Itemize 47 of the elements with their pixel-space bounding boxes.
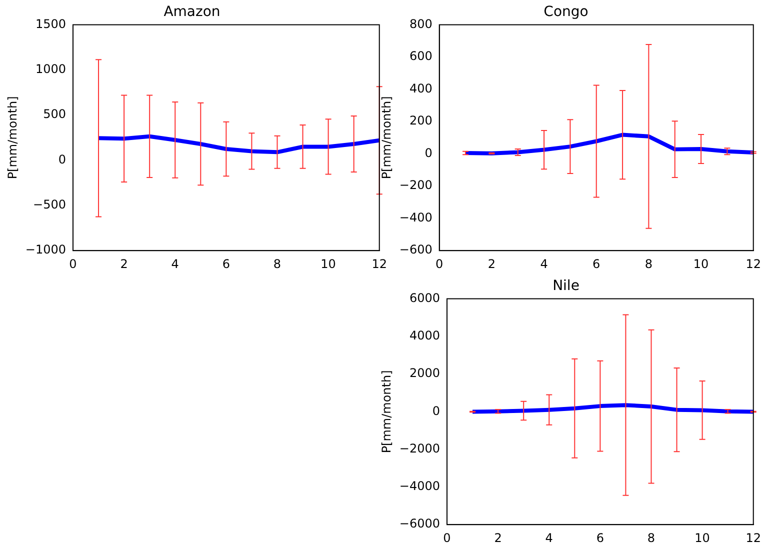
y-tick-label: −1000: [25, 242, 66, 257]
x-tick-label: 10: [694, 530, 710, 545]
y-tick-label: −400: [399, 210, 432, 224]
x-tick-label: 12: [746, 256, 762, 271]
x-tick-label: 10: [320, 256, 336, 271]
y-tick-label: 800: [409, 16, 432, 31]
x-tick-label: 4: [545, 530, 553, 545]
y-tick-label: 600: [409, 49, 432, 64]
x-tick-label: 8: [647, 530, 656, 545]
x-tick-label: 4: [540, 256, 548, 271]
y-tick-label: 2000: [409, 366, 440, 380]
y-tick-label: −600: [399, 242, 432, 257]
y-tick-label: 6000: [409, 290, 440, 305]
y-tick-label: 500: [43, 107, 66, 122]
y-axis-title: P[mm/month]: [379, 96, 394, 180]
x-tick-label: 2: [120, 256, 128, 271]
y-tick-label: 4000: [409, 328, 440, 343]
x-tick-label: 8: [273, 256, 282, 271]
y-tick-label: 1500: [35, 16, 66, 31]
y-axis-title: P[mm/month]: [5, 96, 20, 180]
y-tick-label: 0: [424, 146, 432, 160]
x-tick-label: 4: [171, 256, 179, 271]
x-tick-label: 6: [592, 256, 600, 271]
chart-title: Nile: [552, 278, 580, 294]
y-tick-label: −200: [399, 178, 432, 192]
x-tick-label: 0: [69, 256, 77, 271]
x-tick-label: 0: [443, 530, 451, 545]
y-tick-label: 200: [409, 114, 432, 128]
y-tick-label: −6000: [399, 516, 440, 531]
x-tick-label: 12: [746, 530, 762, 545]
x-tick-label: 6: [222, 256, 230, 271]
y-tick-label: 400: [409, 81, 432, 96]
x-tick-label: 12: [372, 256, 388, 271]
y-tick-label: −4000: [399, 479, 440, 494]
x-tick-label: 10: [693, 256, 709, 271]
x-tick-label: 2: [494, 530, 502, 545]
chart-title: Congo: [544, 4, 588, 20]
chart-title: Amazon: [164, 4, 220, 20]
y-tick-label: 1000: [35, 62, 66, 76]
y-tick-label: 0: [432, 404, 440, 418]
y-tick-label: 0: [58, 152, 66, 166]
x-tick-label: 8: [644, 256, 653, 271]
y-tick-label: −2000: [399, 441, 440, 456]
y-tick-label: −500: [33, 198, 66, 212]
x-tick-label: 6: [596, 530, 604, 545]
y-axis-title: P[mm/month]: [379, 370, 394, 454]
x-tick-label: 2: [488, 256, 496, 271]
